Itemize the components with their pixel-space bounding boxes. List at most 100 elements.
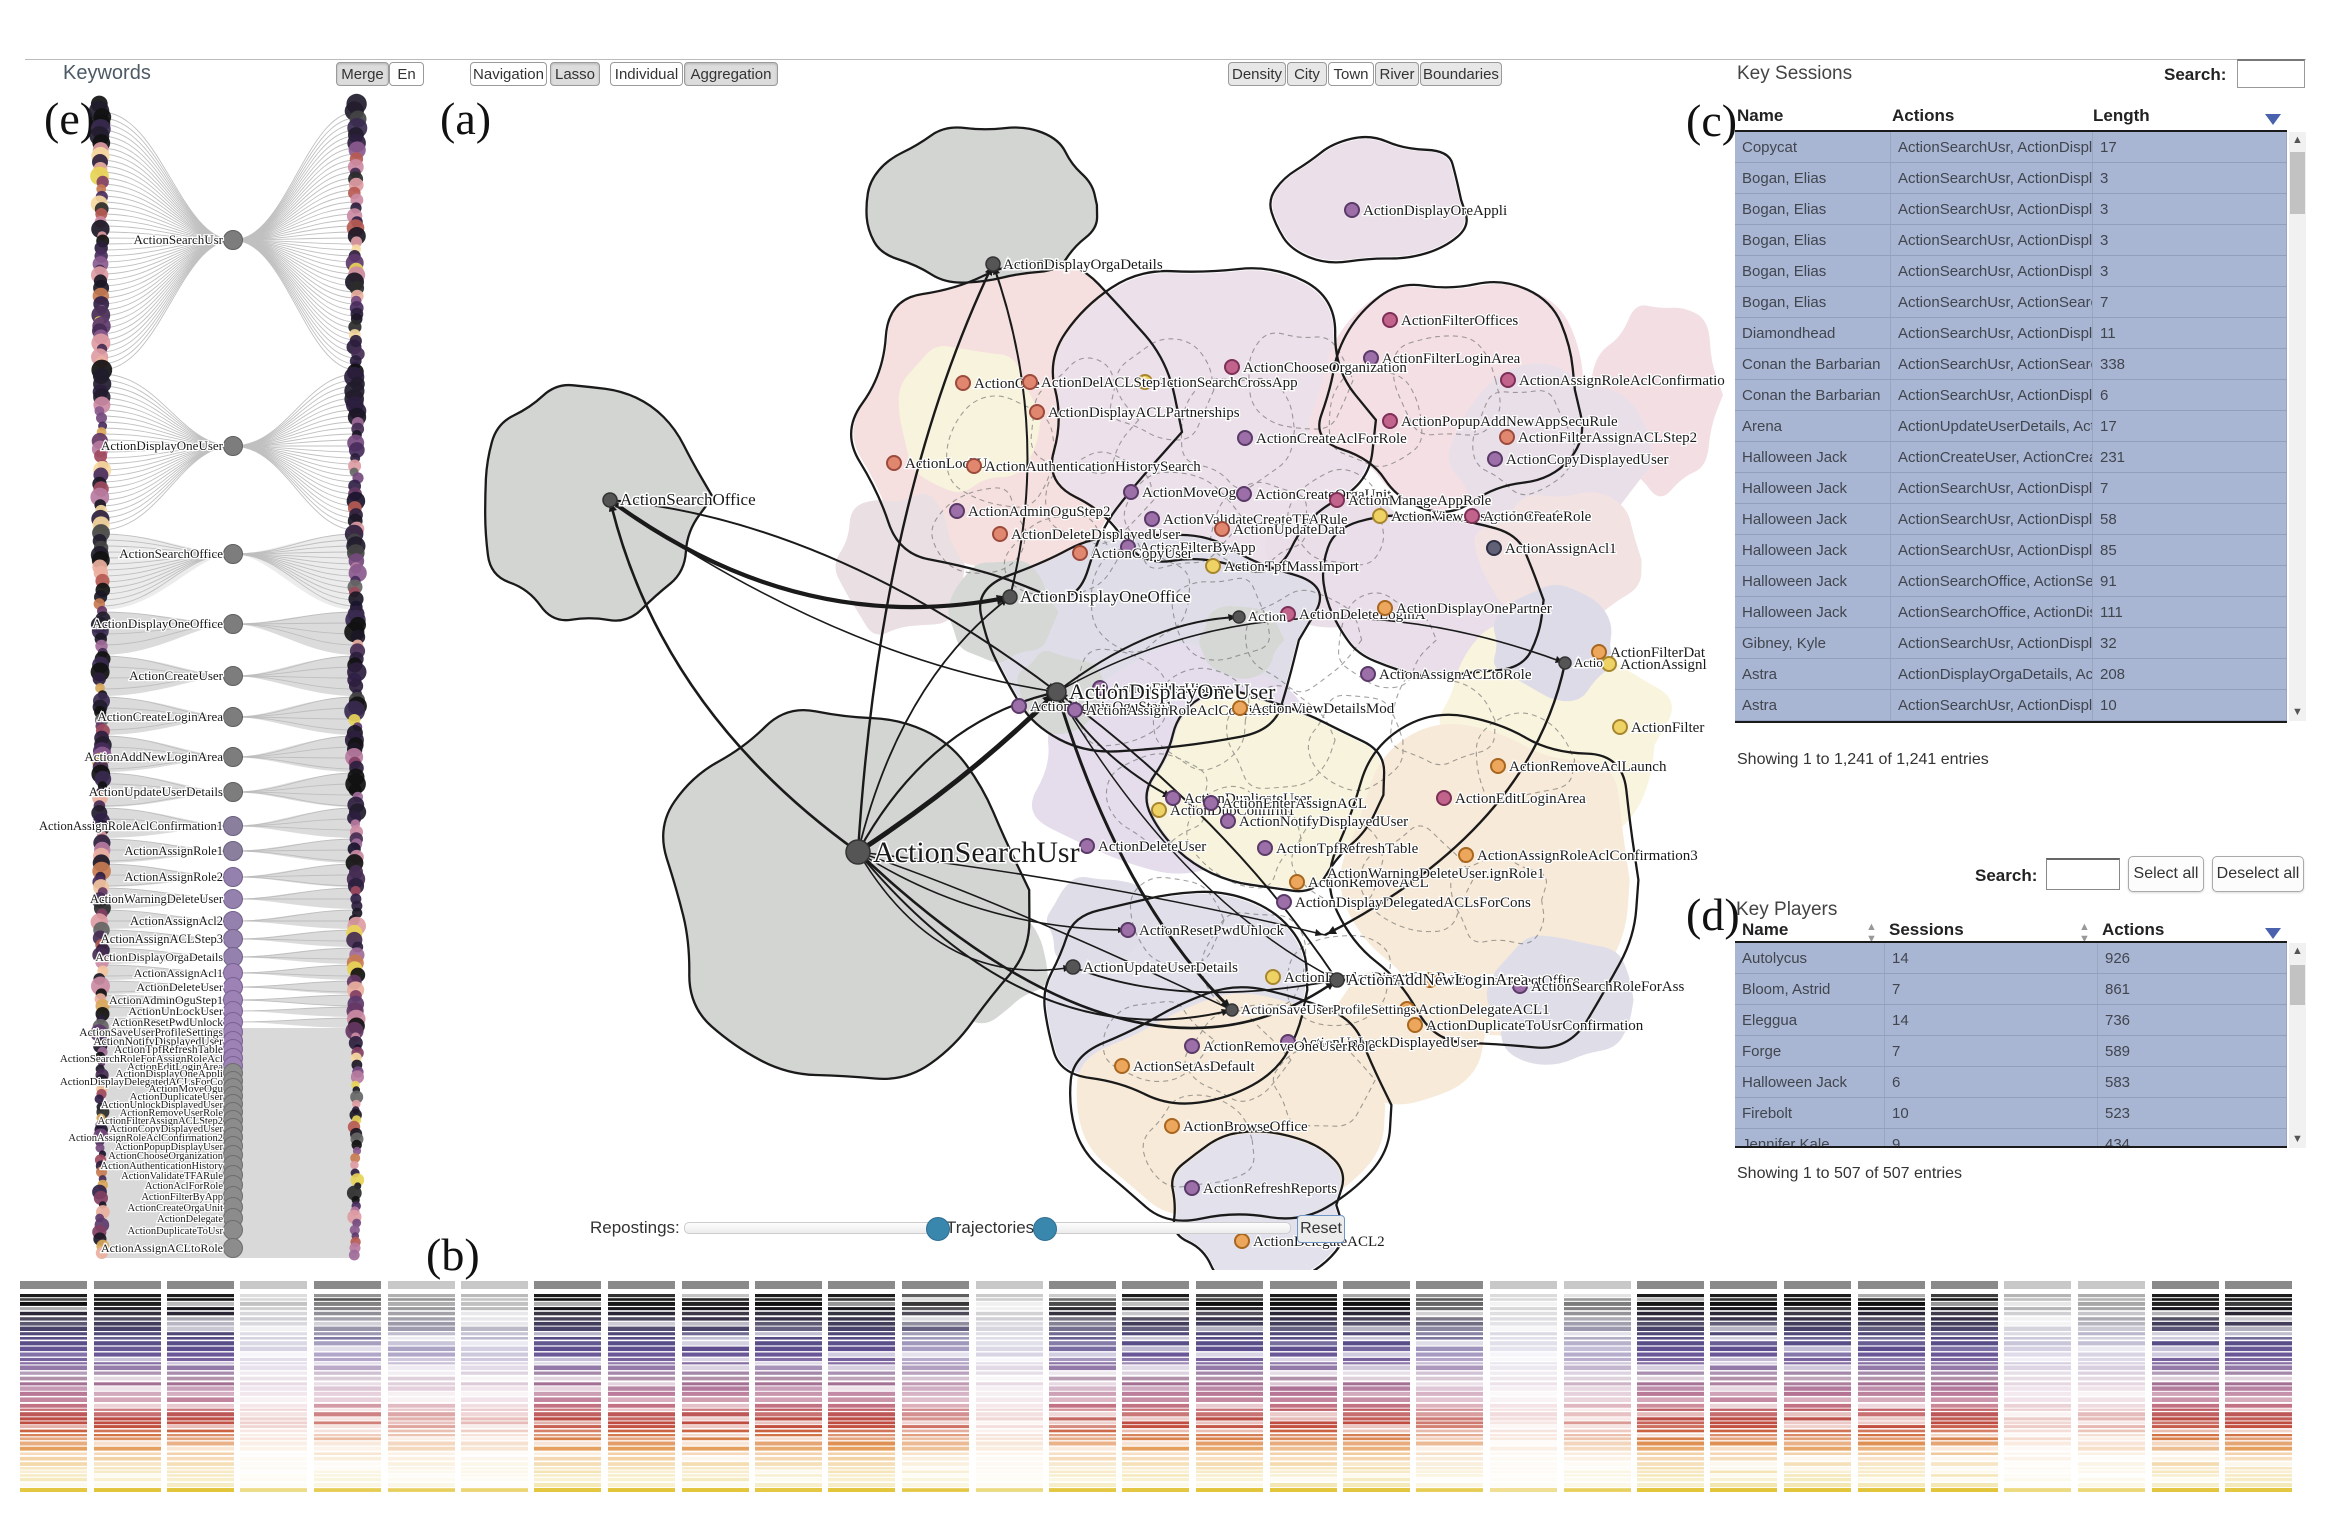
svg-text:ActionDuplicateUser: ActionDuplicateUser — [130, 1091, 224, 1103]
svg-text:ActionAssignACLtoRole: ActionAssignACLtoRole — [1379, 667, 1532, 683]
svg-text:ActionAssignACLStep3: ActionAssignACLStep3 — [101, 932, 223, 946]
svg-text:ActionDisplayACLPartnerships: ActionDisplayACLPartnerships — [1048, 405, 1240, 421]
svg-text:ActionSearchUsr: ActionSearchUsr — [133, 232, 223, 247]
svg-text:ActionDisplayOrgaDetails: ActionDisplayOrgaDetails — [1003, 257, 1163, 273]
svg-text:ActionDeleteUser: ActionDeleteUser — [136, 980, 223, 994]
svg-text:ActionDisplayDelegatedACLsForC: ActionDisplayDelegatedACLsForCo — [60, 1076, 224, 1088]
svg-text:ActionFilterByApp: ActionFilterByApp — [1139, 540, 1256, 556]
svg-text:ActionDelACLStep1: ActionDelACLStep1 — [1041, 375, 1168, 391]
svg-text:ActionFilterOffices: ActionFilterOffices — [1401, 313, 1518, 329]
svg-text:ActionUnlockDisplayedUser: ActionUnlockDisplayedUser — [101, 1100, 223, 1111]
svg-text:ActionMoveOgu: ActionMoveOgu — [148, 1083, 223, 1095]
svg-text:ActionEnterAssignACL: ActionEnterAssignACL — [1222, 796, 1367, 812]
svg-text:ActionRemoveOneUserRole: ActionRemoveOneUserRole — [1203, 1039, 1376, 1055]
svg-text:ActionValidateTFARule: ActionValidateTFARule — [121, 1171, 223, 1182]
svg-text:ActionDisplayOneOffice: ActionDisplayOneOffice — [93, 616, 224, 631]
svg-text:ActionDisplayOrgaDetails: ActionDisplayOrgaDetails — [95, 950, 223, 964]
svg-text:ActionDuplicateToUsr: ActionDuplicateToUsr — [128, 1226, 224, 1237]
svg-text:ActionAssignRoleAclConfirmatio: ActionAssignRoleAclConfirmation2 — [68, 1133, 223, 1144]
svg-text:ActionDisplayOneUser: ActionDisplayOneUser — [101, 438, 224, 453]
svg-text:ActionAssignRole2: ActionAssignRole2 — [124, 870, 223, 884]
svg-text:ActionRemoveACL: ActionRemoveACL — [1308, 875, 1429, 891]
svg-text:ActionDelegate: ActionDelegate — [157, 1214, 223, 1225]
svg-text:ActionRemoveAclLaunch: ActionRemoveAclLaunch — [1509, 759, 1667, 775]
svg-text:ActionAddNewLoginArea: ActionAddNewLoginArea — [84, 749, 223, 764]
svg-text:ActionCreateOrgaUnit: ActionCreateOrgaUnit — [128, 1203, 224, 1214]
svg-text:ActionAssignAcl1: ActionAssignAcl1 — [1505, 541, 1617, 557]
svg-text:ActionDupConfirm1: ActionDupConfirm1 — [1170, 803, 1295, 819]
svg-text:ActionChooseOrganization: ActionChooseOrganization — [108, 1151, 223, 1162]
svg-text:ActionCopyUser: ActionCopyUser — [1091, 546, 1193, 562]
svg-text:ActionDisplayDirectTFARule: ActionDisplayDirectTFARule — [1284, 970, 1465, 986]
svg-text:ActionSetAsDefault: ActionSetAsDefault — [1133, 1059, 1255, 1075]
svg-text:ActionSearchOffice: ActionSearchOffice — [620, 490, 756, 509]
svg-text:ActionAssignRole1: ActionAssignRole1 — [124, 844, 223, 858]
svg-text:ActionSearchUsr: ActionSearchUsr — [873, 836, 1080, 869]
svg-text:Actio: Actio — [1574, 655, 1603, 670]
svg-text:ActionResetPwdUnlock: ActionResetPwdUnlock — [112, 1017, 223, 1029]
svg-text:ActionAdminOguStep1: ActionAdminOguStep1 — [109, 993, 223, 1007]
svg-text:ActionPopupAddNewAppSecuRule: ActionPopupAddNewAppSecuRule — [1401, 414, 1618, 430]
svg-text:ActionSearchRoleForAss: ActionSearchRoleForAss — [1531, 979, 1684, 995]
svg-text:ActionDuplicateToUsrConfirmati: ActionDuplicateToUsrConfirmation — [1426, 1018, 1644, 1034]
svg-text:ActionNotifyDisplayedUser: ActionNotifyDisplayedUser — [1239, 814, 1408, 830]
svg-text:ActionValidateCreateTFARule: ActionValidateCreateTFARule — [1163, 512, 1348, 528]
svg-text:ActionTpfRefreshTable: ActionTpfRefreshTable — [1276, 841, 1419, 857]
svg-text:ActionDisplayDelegatedACLsForC: ActionDisplayDelegatedACLsForCons — [1295, 895, 1531, 911]
svg-text:ActionTpfMassImport: ActionTpfMassImport — [1224, 559, 1360, 575]
svg-text:ActionSearchOffice: ActionSearchOffice — [119, 546, 223, 561]
svg-text:ActionAssignAcl1: ActionAssignAcl1 — [134, 966, 223, 980]
svg-text:ActionCreateRole: ActionCreateRole — [1483, 509, 1592, 525]
svg-text:ActionCreateLoginArea: ActionCreateLoginArea — [97, 709, 223, 724]
svg-text:ActionCopyDisplayedUser: ActionCopyDisplayedUser — [1506, 452, 1668, 468]
svg-text:ActionRefreshReports: ActionRefreshReports — [1203, 1181, 1337, 1197]
svg-text:ActionAssignRoleAclConfirmatio: ActionAssignRoleAclConfirmation1 — [39, 819, 223, 833]
svg-text:ActionBrowseOffice: ActionBrowseOffice — [1183, 1119, 1308, 1135]
svg-text:ActionAssignl: ActionAssignl — [1620, 657, 1707, 673]
svg-text:ActionAssignRoleAclConfirmatio: ActionAssignRoleAclConfirmatio — [1519, 373, 1725, 389]
svg-text:ActionNotifyDisplayedUser: ActionNotifyDisplayedUser — [93, 1036, 223, 1048]
svg-text:ActionAssignRoleAclConfirm: ActionAssignRoleAclConfirm — [1086, 703, 1270, 719]
svg-text:ActionDisplayOneUser: ActionDisplayOneUser — [1069, 679, 1276, 704]
svg-text:ActionFilterHistory: ActionFilterHistory — [1111, 681, 1230, 697]
svg-text:ActionUnLockUser: ActionUnLockUser — [128, 1004, 223, 1018]
svg-text:ActionAuthenticationHistory: ActionAuthenticationHistory — [101, 1161, 224, 1172]
svg-text:ActionAddNewLoginArea: ActionAddNewLoginArea — [1347, 970, 1529, 989]
svg-text:ActionAdminOguStep1: ActionAdminOguStep1 — [1030, 699, 1173, 715]
svg-text:ActionDeleteLoginA: ActionDeleteLoginA — [1299, 607, 1426, 623]
svg-text:ActionCreateUser: ActionCreateUser — [129, 668, 224, 683]
svg-text:ActionUpdateUserDetails: ActionUpdateUserDetails — [1083, 960, 1238, 976]
svg-text:ActionFilterDat: ActionFilterDat — [1610, 645, 1706, 661]
svg-text:ActionFilter: ActionFilter — [1631, 720, 1704, 736]
svg-text:ActionEditLoginArea: ActionEditLoginArea — [1455, 791, 1586, 807]
svg-text:ActionTpfRefreshTable: ActionTpfRefreshTable — [114, 1044, 223, 1056]
svg-text:ActionDisplayOneOffice: ActionDisplayOneOffice — [1020, 587, 1191, 606]
svg-text:ActionSearchRoleForAssignRoleA: ActionSearchRoleForAssignRoleAcl — [60, 1053, 223, 1065]
svg-text:ActionSaveUserProfileSettings: ActionSaveUserProfileSettings — [1241, 1003, 1416, 1018]
svg-text:ActionViewDetailsMod: ActionViewDetailsMod — [1251, 701, 1395, 717]
svg-text:ActionAssignAcl2: ActionAssignAcl2 — [130, 914, 223, 928]
svg-text:ActionWarningDeleteUser: ActionWarningDeleteUser — [90, 892, 224, 906]
svg-text:ActionAdminOguStep2: ActionAdminOguStep2 — [968, 504, 1111, 520]
svg-text:ActionAssignACLtoRole: ActionAssignACLtoRole — [101, 1241, 223, 1255]
svg-text:Action: Action — [1248, 610, 1286, 625]
svg-text:ActionAuthenticationHistorySea: ActionAuthenticationHistorySearch — [985, 459, 1201, 475]
svg-text:ActionDisplayOreAppli: ActionDisplayOreAppli — [1363, 203, 1507, 219]
svg-text:ActionUseSelectOffice: ActionUseSelectOffice — [1441, 973, 1580, 989]
svg-text:ActionDisplayOneAppli: ActionDisplayOneAppli — [115, 1068, 223, 1080]
svg-text:ActionManageAppRole: ActionManageAppRole — [1348, 493, 1492, 509]
svg-text:ActionFilterByApp: ActionFilterByApp — [141, 1192, 223, 1203]
svg-text:ActionDisplayOnePartner: ActionDisplayOnePartner — [1396, 601, 1552, 617]
svg-text:ActionCreateOrgaUnit: ActionCreateOrgaUnit — [1255, 487, 1392, 503]
svg-text:ActionDeleteDisplayedUser: ActionDeleteDisplayedUser — [1011, 527, 1180, 543]
svg-text:ActionCopyDisplayedUser: ActionCopyDisplayedUser — [109, 1124, 223, 1135]
svg-text:ActionDeleteUser: ActionDeleteUser — [1098, 839, 1206, 855]
svg-text:ActionFilterAssignACLStep2: ActionFilterAssignACLStep2 — [98, 1116, 223, 1127]
svg-text:ActionWarningDeleteUser.ignRol: ActionWarningDeleteUser.ignRole1 — [1327, 866, 1545, 882]
svg-text:ActionEditLoginArea: ActionEditLoginArea — [127, 1061, 223, 1073]
svg-text:ActionResetPwdUnlock: ActionResetPwdUnlock — [1139, 923, 1284, 939]
svg-text:ActionAclForRole: ActionAclForRole — [145, 1181, 223, 1192]
svg-text:ActionRemoveUserRole: ActionRemoveUserRole — [120, 1108, 224, 1119]
svg-text:ActionMoveOgu: ActionMoveOgu — [1142, 485, 1244, 501]
svg-text:ActionCreateAclForRole: ActionCreateAclForRole — [1256, 431, 1407, 447]
